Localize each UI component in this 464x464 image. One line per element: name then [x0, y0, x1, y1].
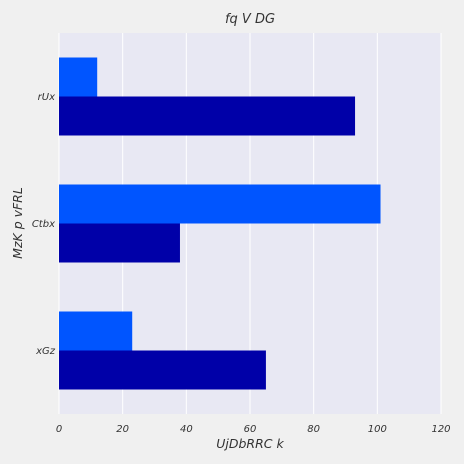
bar-xGz-series-2	[59, 350, 266, 390]
y-axis-title: MzK p vFRL	[10, 187, 25, 259]
y-tick-label: xGz	[35, 346, 56, 357]
bar-Ctbx-series-1	[59, 184, 381, 224]
x-axis-ticks: 0 20 40 60 80 100 120	[56, 424, 451, 435]
x-axis-title: UjDbRRC k	[216, 436, 284, 451]
x-tick-label: 120	[431, 424, 450, 435]
bar-rUx-series-2	[59, 96, 356, 136]
bar-Ctbx-series-2	[59, 223, 180, 263]
x-tick-label: 20	[116, 424, 129, 435]
x-tick-label: 100	[368, 424, 387, 435]
x-tick-label: 60	[244, 424, 257, 435]
bar-rUx-series-1	[59, 57, 98, 97]
y-tick-label: rUx	[38, 92, 55, 103]
bar-xGz-series-1	[59, 311, 133, 351]
x-tick-label: 80	[307, 424, 320, 435]
x-tick-label: 0	[56, 424, 62, 435]
y-tick-label: Ctbx	[32, 219, 55, 230]
chart-title: fq V DG	[225, 12, 275, 27]
y-axis-ticks: rUx Ctbx xGz	[32, 92, 56, 357]
x-tick-label: 40	[180, 424, 193, 435]
bars	[59, 57, 381, 390]
